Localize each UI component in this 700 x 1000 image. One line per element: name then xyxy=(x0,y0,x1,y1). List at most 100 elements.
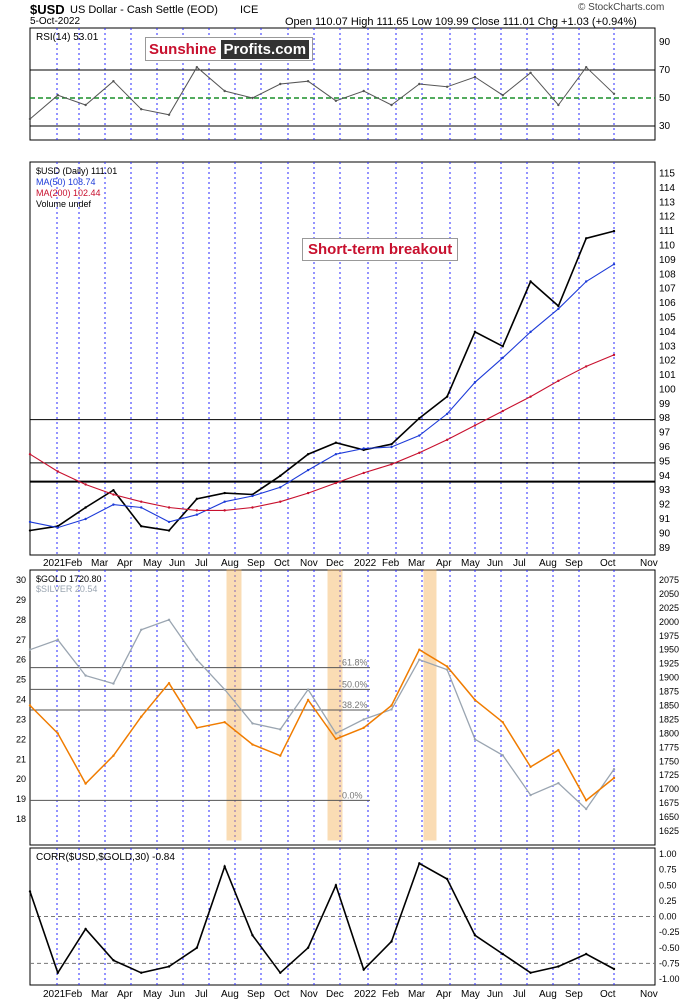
usd-series-2-point-16 xyxy=(473,424,477,427)
gold-line-point-1 xyxy=(56,732,60,735)
corr-line-point-14 xyxy=(418,862,421,865)
rsi-line-point-11 xyxy=(334,99,338,103)
corr-tick-label: 0.75 xyxy=(659,865,677,875)
usd-series-0-point-0 xyxy=(28,529,32,532)
corr-line-point-9 xyxy=(279,971,282,974)
gold-fib-label-1: 50.0% xyxy=(342,679,368,689)
corr-line-point-21 xyxy=(612,967,616,971)
corr-x-label-15: Apr xyxy=(436,989,452,1000)
usd-tick-label: 99 xyxy=(659,399,671,410)
silver-line-point-8 xyxy=(251,722,254,725)
rsi-line-point-18 xyxy=(529,71,532,75)
usd-tick-label: 104 xyxy=(659,327,676,338)
silver-line xyxy=(29,619,615,810)
corr-x-label-4: May xyxy=(143,989,162,1000)
usd-series-2-point-7 xyxy=(223,509,226,512)
gold-line-point-11 xyxy=(334,737,338,741)
corr-title: CORR($USD,$GOLD,30) -0.84 xyxy=(36,852,175,863)
usd-x-label-7: Aug xyxy=(221,558,239,569)
panel-frame-gold xyxy=(29,569,656,846)
rsi-line-point-0 xyxy=(28,117,32,121)
gold-line-point-0 xyxy=(28,704,32,707)
usd-series-1-point-17 xyxy=(501,356,504,359)
usd-tick-label: 102 xyxy=(659,356,676,367)
usd-series-2-point-0 xyxy=(28,453,32,456)
gold-line xyxy=(29,648,615,802)
usd-series-2-point-10 xyxy=(306,491,310,495)
logo-part2: Profits.com xyxy=(220,39,310,59)
rsi-line-point-9 xyxy=(279,82,282,86)
usd-series-2-point-17 xyxy=(501,409,504,413)
chart-ticker: $USD xyxy=(30,2,65,17)
gold-legend-1: $SILVER 20.54 xyxy=(36,584,97,594)
gold-line-point-17 xyxy=(501,721,504,724)
gold-line-point-16 xyxy=(473,698,477,702)
silver-line-point-13 xyxy=(390,708,393,711)
rsi-line xyxy=(29,66,615,120)
usd-tick-label: 89 xyxy=(659,543,671,554)
rsi-line-point-13 xyxy=(390,103,393,107)
usd-series-0-point-16 xyxy=(473,330,477,334)
corr-line-point-15 xyxy=(445,877,449,881)
usd-x-label-20: Sep xyxy=(565,558,583,569)
chart-symbol-name: US Dollar - Cash Settle (EOD) xyxy=(70,4,218,16)
usd-series-1-point-21 xyxy=(612,263,616,266)
usd-series-1-point-18 xyxy=(529,330,532,334)
silver-line-point-10 xyxy=(306,688,310,691)
usd-series-1 xyxy=(29,263,615,529)
rsi-line-point-1 xyxy=(56,94,60,97)
corr-line-point-1 xyxy=(56,971,60,974)
gold-tick-right: 1950 xyxy=(659,645,679,655)
usd-tick-label: 113 xyxy=(659,197,675,208)
silver-line-point-21 xyxy=(612,768,616,771)
corr-x-label-1: Feb xyxy=(65,989,83,1000)
usd-series-1-point-6 xyxy=(195,513,199,516)
sunshine-profits-logo: Sunshine Profits.com xyxy=(145,37,313,61)
silver-tick-left: 26 xyxy=(16,655,26,665)
gold-tick-right: 2075 xyxy=(659,575,679,585)
silver-line-point-0 xyxy=(28,648,32,651)
usd-x-label-18: Jul xyxy=(513,558,526,569)
gold-legend-0: $GOLD 1720.80 xyxy=(36,574,102,584)
corr-line-point-7 xyxy=(223,865,226,868)
usd-tick-label: 108 xyxy=(659,269,676,280)
rsi-line-point-6 xyxy=(195,66,199,69)
usd-legend-3: Volume undef xyxy=(36,199,92,209)
gold-line-point-3 xyxy=(112,754,115,757)
usd-series-2-point-13 xyxy=(390,463,393,466)
rsi-line-point-14 xyxy=(418,82,421,86)
usd-series-2-point-20 xyxy=(584,365,588,368)
corr-x-label-13: Feb xyxy=(382,989,400,1000)
corr-line-point-4 xyxy=(140,971,143,974)
gold-line-point-15 xyxy=(445,665,449,668)
rsi-tick-label: 30 xyxy=(659,121,671,132)
usd-tick-label: 95 xyxy=(659,456,671,467)
silver-line-point-20 xyxy=(584,807,588,811)
gold-line-point-19 xyxy=(557,748,560,752)
gold-tick-right: 1975 xyxy=(659,631,679,641)
silver-line-point-3 xyxy=(112,682,115,685)
silver-line-point-11 xyxy=(334,732,338,735)
usd-series-1-point-0 xyxy=(28,520,32,524)
usd-tick-label: 114 xyxy=(659,183,675,194)
corr-line-point-13 xyxy=(390,940,393,943)
gold-line-point-7 xyxy=(223,721,226,724)
corr-x-label-11: Dec xyxy=(326,989,344,1000)
rsi-line-point-4 xyxy=(140,108,143,111)
corr-x-label-0: 2021 xyxy=(43,989,66,1000)
corr-x-label-19: Aug xyxy=(539,989,557,1000)
usd-legend-2: MA(200) 102.44 xyxy=(36,188,101,198)
usd-series-0-point-17 xyxy=(501,345,504,348)
rsi-tick-label: 70 xyxy=(659,65,671,76)
corr-x-label-22: Nov xyxy=(640,989,658,1000)
gold-tick-right: 1850 xyxy=(659,701,679,711)
silver-line-point-12 xyxy=(362,718,365,721)
usd-series-2-point-21 xyxy=(612,353,616,357)
usd-tick-label: 110 xyxy=(659,240,675,251)
gold-tick-right: 1725 xyxy=(659,770,679,780)
rsi-tick-label: 50 xyxy=(659,93,671,104)
usd-tick-label: 106 xyxy=(659,298,676,309)
corr-x-label-2: Mar xyxy=(91,989,109,1000)
gold-line-point-12 xyxy=(362,726,365,730)
